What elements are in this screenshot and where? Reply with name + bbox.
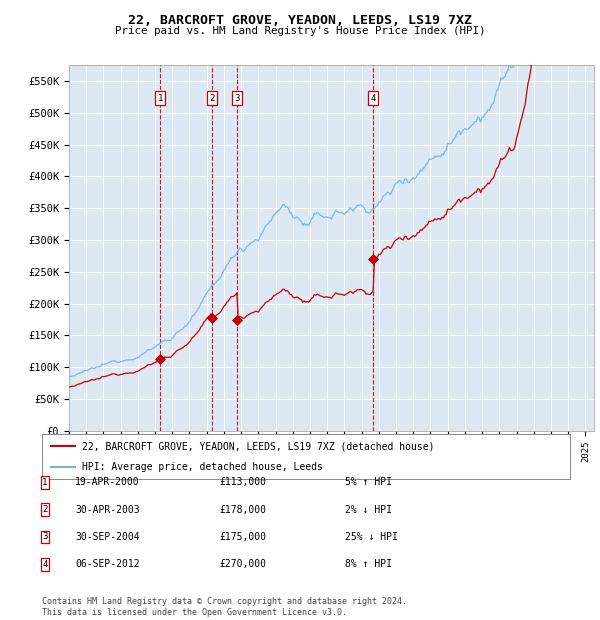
Text: £175,000: £175,000 [219, 532, 266, 542]
Text: 1: 1 [43, 478, 47, 487]
Text: 2% ↓ HPI: 2% ↓ HPI [345, 505, 392, 515]
Text: 06-SEP-2012: 06-SEP-2012 [75, 559, 140, 569]
Text: 3: 3 [43, 533, 47, 541]
Text: 1: 1 [158, 94, 163, 102]
Text: 3: 3 [234, 94, 239, 102]
Text: £113,000: £113,000 [219, 477, 266, 487]
Text: 5% ↑ HPI: 5% ↑ HPI [345, 477, 392, 487]
Text: 4: 4 [43, 560, 47, 569]
Text: 4: 4 [371, 94, 376, 102]
Text: 8% ↑ HPI: 8% ↑ HPI [345, 559, 392, 569]
Text: 2: 2 [209, 94, 215, 102]
Text: 30-APR-2003: 30-APR-2003 [75, 505, 140, 515]
Text: £270,000: £270,000 [219, 559, 266, 569]
Text: 25% ↓ HPI: 25% ↓ HPI [345, 532, 398, 542]
Text: 19-APR-2000: 19-APR-2000 [75, 477, 140, 487]
Text: Contains HM Land Registry data © Crown copyright and database right 2024.
This d: Contains HM Land Registry data © Crown c… [42, 598, 407, 617]
Text: £178,000: £178,000 [219, 505, 266, 515]
Text: HPI: Average price, detached house, Leeds: HPI: Average price, detached house, Leed… [82, 463, 322, 472]
Text: 22, BARCROFT GROVE, YEADON, LEEDS, LS19 7XZ: 22, BARCROFT GROVE, YEADON, LEEDS, LS19 … [128, 14, 472, 27]
Text: 2: 2 [43, 505, 47, 514]
Text: 30-SEP-2004: 30-SEP-2004 [75, 532, 140, 542]
Text: Price paid vs. HM Land Registry's House Price Index (HPI): Price paid vs. HM Land Registry's House … [115, 26, 485, 36]
Text: 22, BARCROFT GROVE, YEADON, LEEDS, LS19 7XZ (detached house): 22, BARCROFT GROVE, YEADON, LEEDS, LS19 … [82, 441, 434, 451]
